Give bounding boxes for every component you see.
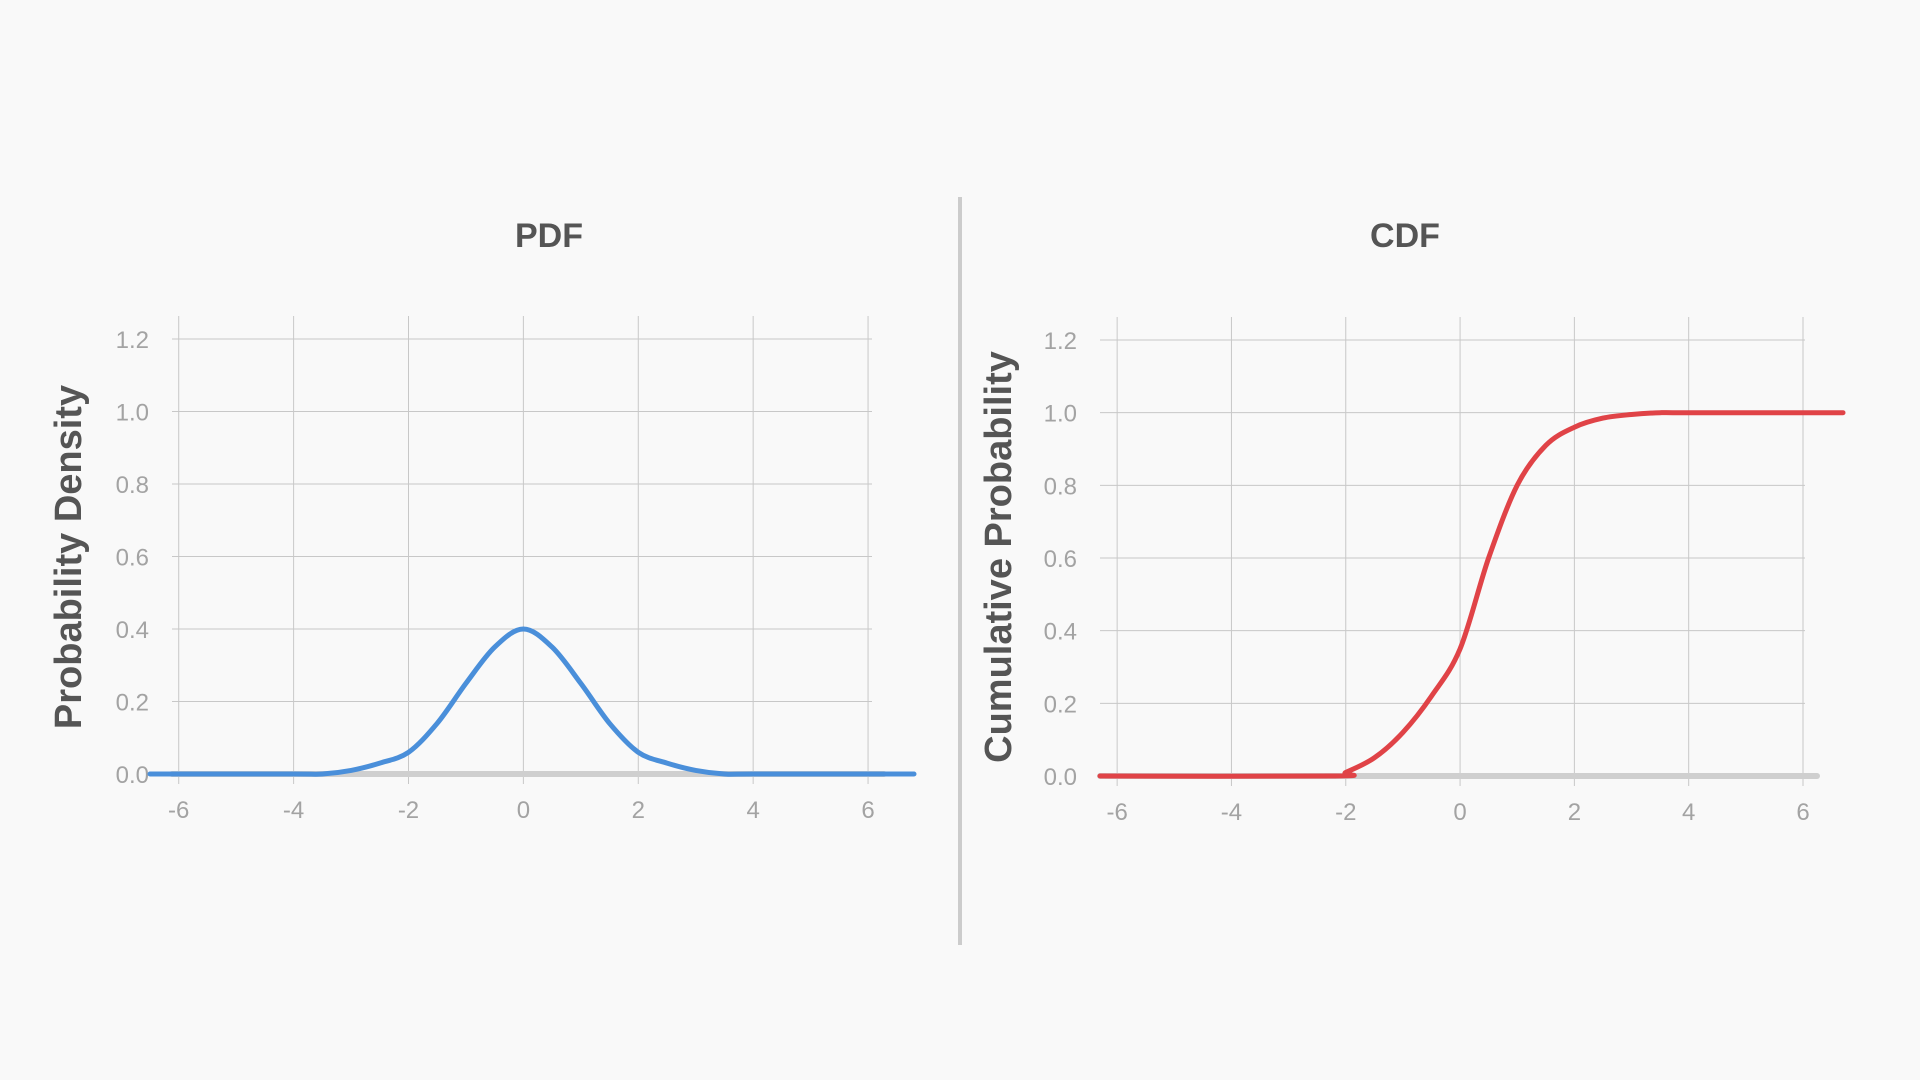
x-tick-label: -4 bbox=[1221, 799, 1242, 826]
x-tick-labels: -6 -4 -2 0 2 4 6 bbox=[168, 797, 875, 824]
series-layer bbox=[1097, 410, 1846, 779]
chart-title: PDF bbox=[515, 217, 583, 255]
y-tick-label: 0.6 bbox=[1044, 546, 1077, 573]
y-axis-label: Cumulative Probability bbox=[978, 351, 1020, 763]
x-tick-label: -6 bbox=[1106, 799, 1127, 826]
x-tick-label: 4 bbox=[1682, 799, 1695, 826]
y-tick-label: 1.2 bbox=[116, 327, 149, 354]
x-tick-label: -6 bbox=[168, 797, 189, 824]
y-tick-label: 0.8 bbox=[1044, 473, 1077, 500]
y-axis-label: Probability Density bbox=[48, 385, 90, 729]
y-tick-label: 0.2 bbox=[1044, 691, 1077, 718]
x-tick-labels: -6 -4 -2 0 2 4 6 bbox=[1106, 799, 1809, 826]
x-tick-label: 2 bbox=[632, 797, 645, 824]
x-tick-label: -2 bbox=[1335, 799, 1356, 826]
y-tick-label: 1.0 bbox=[1044, 401, 1077, 428]
series-layer bbox=[147, 626, 917, 777]
x-tick-label: -2 bbox=[398, 797, 419, 824]
y-tick-label: 1.0 bbox=[116, 400, 149, 427]
y-tick-label: 0.4 bbox=[116, 617, 149, 644]
y-tick-label: 1.2 bbox=[1044, 328, 1077, 355]
pdf-chart: PDF Probability Density 0.0 0.2 0.4 0.6 0.8 1… bbox=[48, 217, 917, 824]
x-tick-label: -4 bbox=[283, 797, 304, 824]
y-tick-label: 0.0 bbox=[1044, 764, 1077, 791]
y-tick-label: 0.2 bbox=[116, 690, 149, 717]
y-tick-label: 0.6 bbox=[116, 545, 149, 572]
y-tick-labels: 0.0 0.2 0.4 0.6 0.8 1.0 1.2 bbox=[116, 327, 149, 789]
series-line bbox=[147, 626, 917, 777]
x-tick-label: 6 bbox=[861, 797, 874, 824]
x-tick-label: 0 bbox=[517, 797, 530, 824]
y-tick-label: 0.8 bbox=[116, 472, 149, 499]
x-tick-label: 0 bbox=[1453, 799, 1466, 826]
x-tick-label: 4 bbox=[746, 797, 759, 824]
y-tick-label: 0.4 bbox=[1044, 619, 1077, 646]
x-tick-label: 2 bbox=[1568, 799, 1581, 826]
chart-title: CDF bbox=[1370, 217, 1440, 255]
grid-lines bbox=[172, 316, 872, 784]
cdf-chart: CDF Cumulative Probability 0.00.20.40.60… bbox=[978, 217, 1846, 826]
y-tick-label: 0.0 bbox=[116, 762, 149, 789]
series-line bbox=[1097, 410, 1846, 779]
y-tick-labels: 0.0 0.2 0.4 0.6 0.8 1.0 1.2 bbox=[1044, 328, 1077, 791]
x-tick-label: 6 bbox=[1796, 799, 1809, 826]
grid-lines bbox=[1100, 317, 1805, 786]
